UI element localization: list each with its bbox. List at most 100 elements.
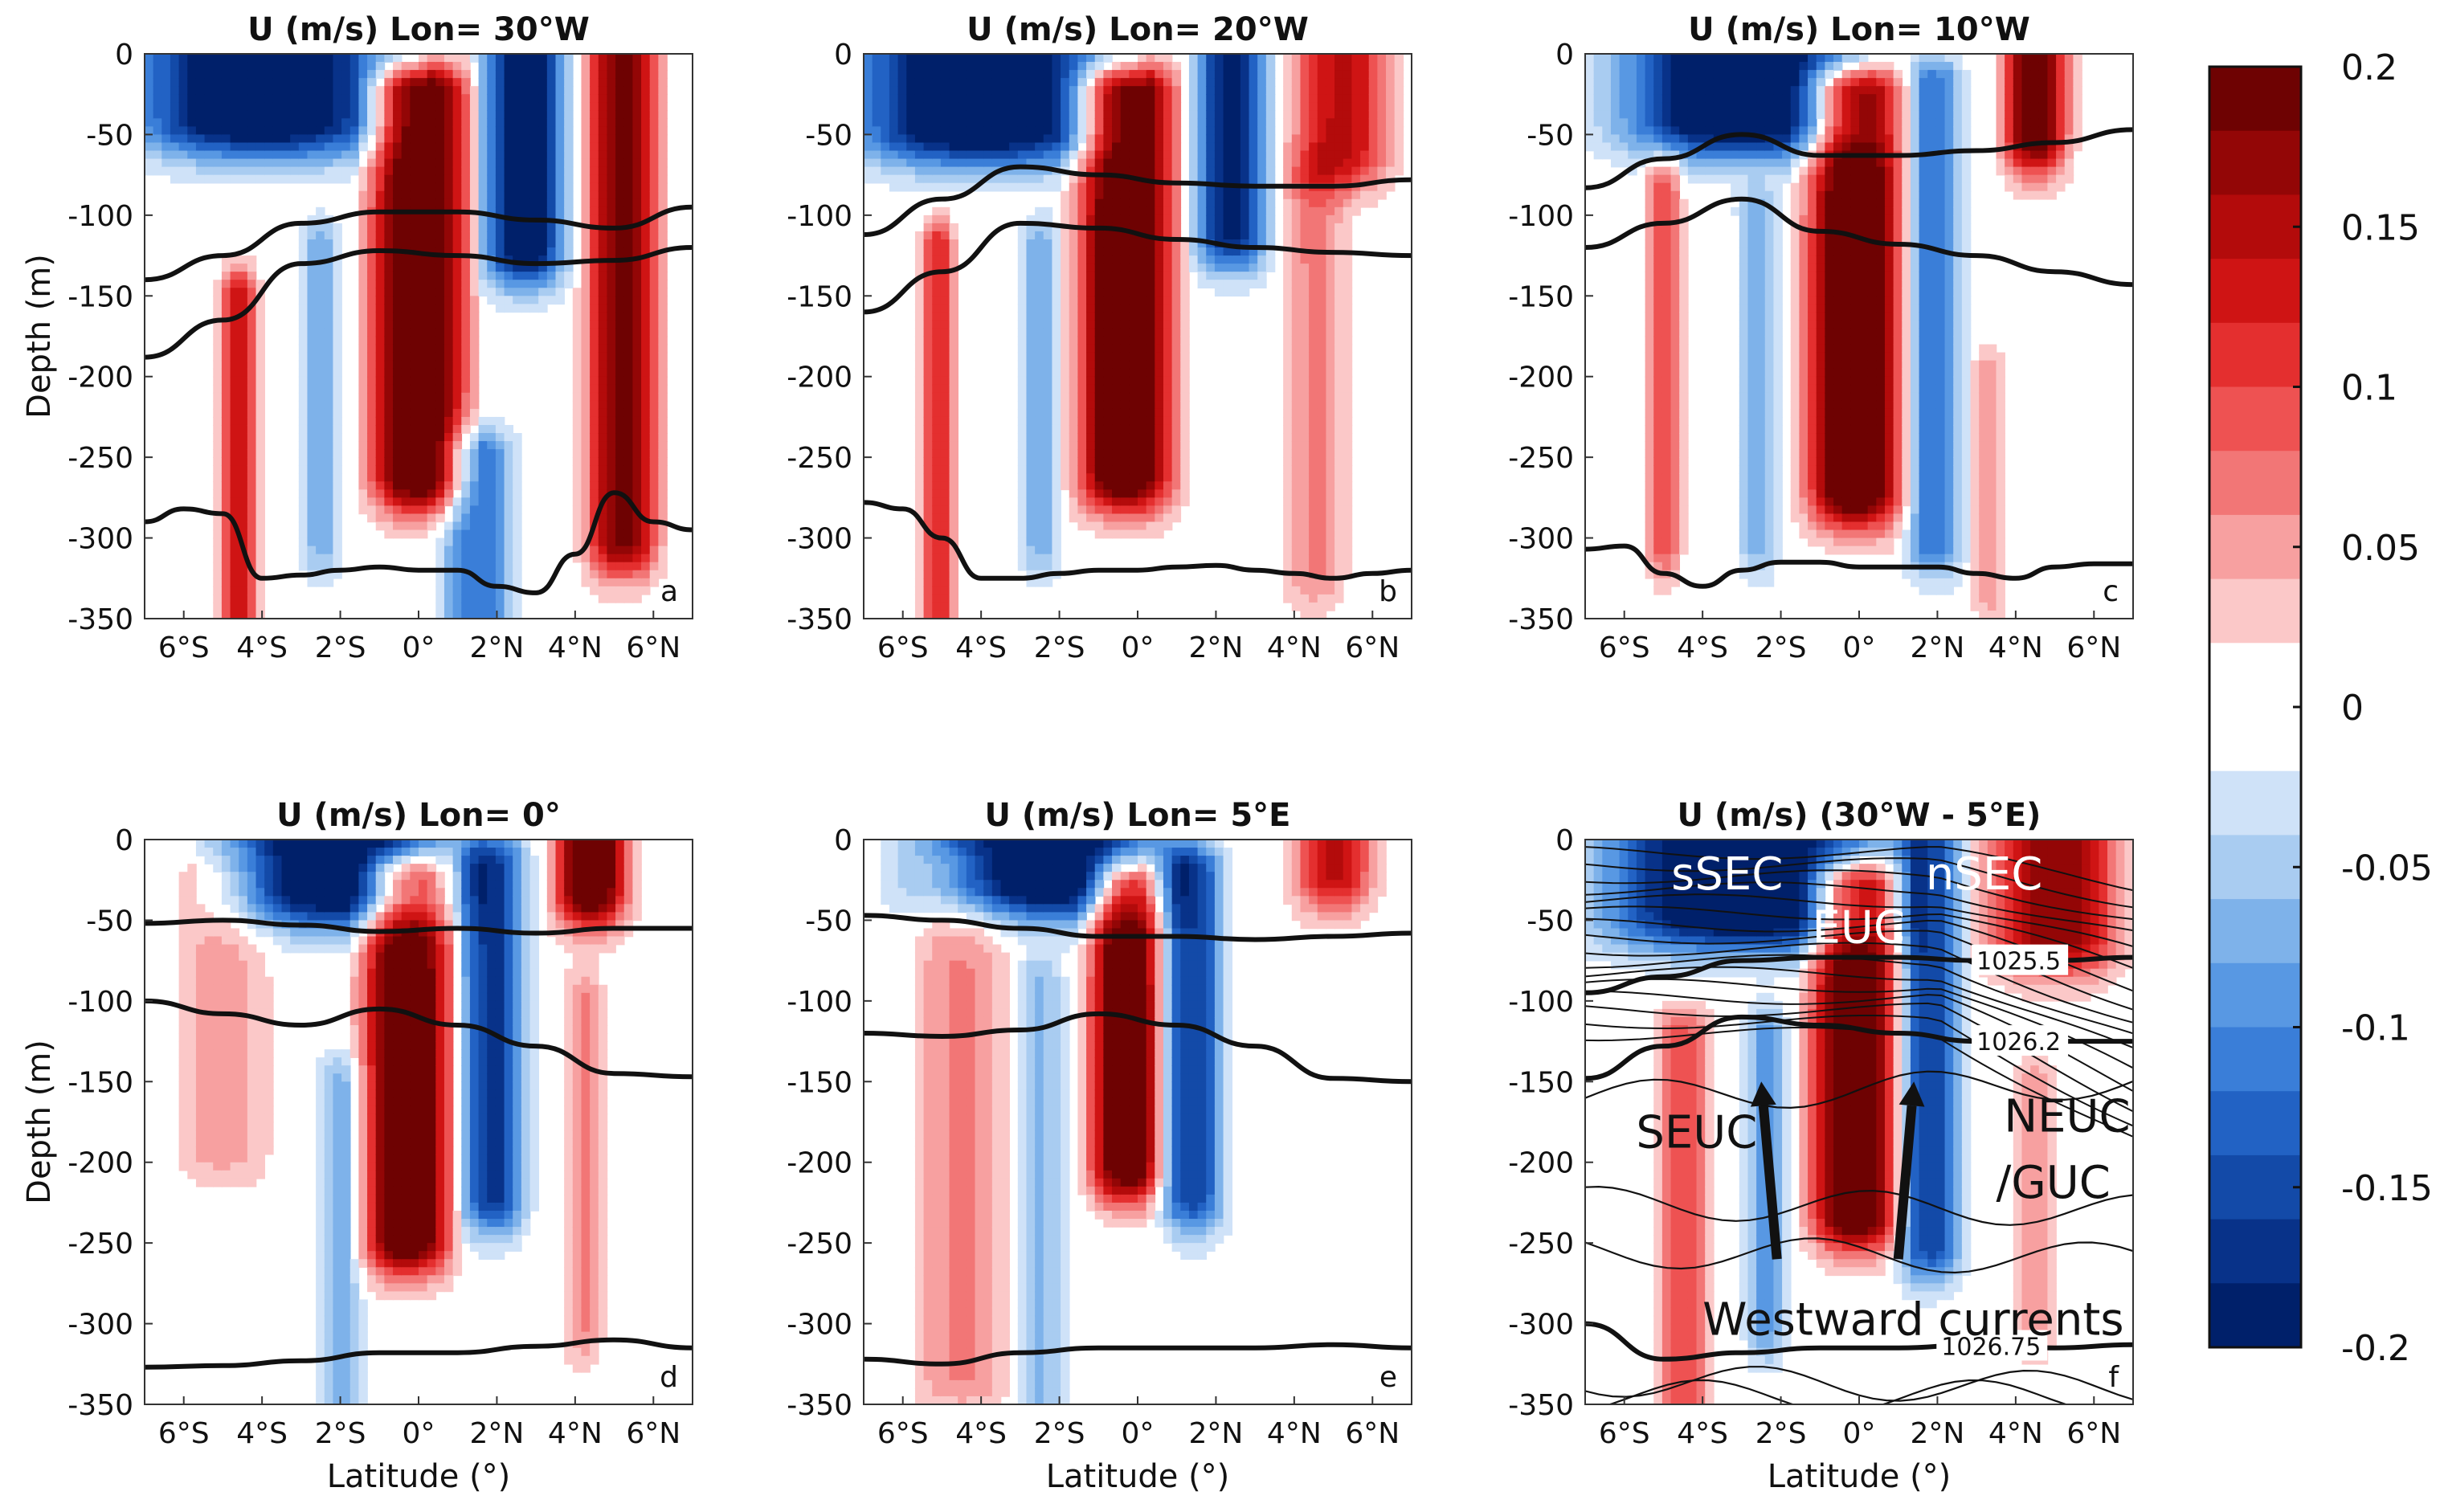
heatmap-cell: [504, 142, 514, 152]
heatmap-cell: [897, 150, 908, 160]
heatmap-cell: [1069, 376, 1079, 386]
heatmap-cell: [213, 457, 223, 466]
heatmap-cell: [324, 296, 334, 305]
heatmap-cell: [221, 312, 231, 321]
heatmap-cell: [966, 126, 976, 136]
heatmap-cell: [958, 78, 967, 87]
heatmap-cell: [307, 449, 317, 458]
heatmap-cell: [1094, 288, 1105, 297]
heatmap-cell: [889, 70, 899, 79]
heatmap-cell: [1035, 239, 1044, 248]
heatmap-cell: [555, 296, 565, 305]
heatmap-cell: [316, 150, 325, 160]
heatmap-cell: [341, 126, 351, 136]
heatmap-cell: [1052, 384, 1061, 394]
heatmap-cell: [1163, 247, 1173, 256]
heatmap-cell: [461, 296, 471, 305]
heatmap-cell: [590, 118, 599, 128]
heatmap-cell: [221, 174, 231, 184]
heatmap-cell: [940, 320, 950, 329]
heatmap-cell: [324, 449, 334, 458]
heatmap-cell: [410, 392, 419, 402]
heatmap-cell: [384, 272, 394, 280]
heatmap-cell: [1017, 247, 1028, 256]
heatmap-cell: [590, 206, 599, 216]
heatmap-cell: [461, 198, 471, 208]
heatmap-cell: [598, 352, 608, 362]
heatmap-cell: [487, 433, 497, 442]
heatmap-cell: [161, 62, 171, 71]
heatmap-cell: [932, 400, 942, 410]
heatmap-cell: [623, 280, 634, 289]
heatmap-cell: [615, 465, 625, 475]
heatmap-cell: [940, 264, 950, 272]
heatmap-cell: [1112, 239, 1122, 248]
heatmap-cell: [1077, 239, 1087, 248]
heatmap-cell: [1197, 70, 1208, 79]
heatmap-cell: [555, 70, 565, 79]
heatmap-cell: [324, 521, 334, 531]
heatmap-cell: [410, 424, 419, 434]
heatmap-cell: [623, 70, 634, 79]
heatmap-cell: [632, 215, 642, 224]
heatmap-cell: [333, 554, 342, 563]
heatmap-cell: [1077, 78, 1087, 87]
heatmap-cell: [658, 110, 668, 120]
heatmap-cell: [1069, 449, 1079, 458]
heatmap-cell: [623, 166, 634, 176]
heatmap-cell: [1035, 150, 1044, 160]
heatmap-cell: [932, 94, 942, 104]
heatmap-cell: [504, 190, 514, 200]
heatmap-cell: [349, 70, 360, 79]
heatmap-cell: [298, 344, 309, 353]
heatmap-cell: [1026, 70, 1036, 79]
heatmap-cell: [1000, 142, 1010, 152]
heatmap-cell: [1171, 150, 1182, 160]
heatmap-a: [145, 54, 668, 619]
heatmap-cell: [658, 102, 668, 112]
heatmap-cell: [487, 158, 497, 168]
heatmap-cell: [1035, 86, 1044, 96]
heatmap-cell: [1120, 384, 1130, 394]
heatmap-cell: [623, 473, 634, 483]
heatmap-cell: [1163, 489, 1173, 499]
heatmap-cell: [897, 86, 908, 96]
heatmap-cell: [932, 206, 942, 216]
heatmap-cell: [932, 594, 942, 603]
heatmap-cell: [572, 288, 582, 297]
heatmap-cell: [1061, 360, 1070, 370]
heatmap-cell: [1171, 441, 1182, 450]
heatmap-cell: [469, 86, 480, 96]
heatmap-cell: [452, 150, 463, 160]
heatmap-cell: [307, 368, 317, 378]
heatmap-cell: [272, 54, 283, 63]
heatmap-cell: [1061, 312, 1070, 321]
heatmap-cell: [1129, 288, 1138, 297]
heatmap-cell: [581, 344, 591, 353]
heatmap-cell: [1138, 182, 1147, 192]
heatmap-cell: [178, 134, 189, 144]
heatmap-cell: [649, 368, 660, 378]
heatmap-cell: [1086, 94, 1096, 104]
heatmap-cell: [1077, 54, 1087, 63]
heatmap-cell: [914, 320, 925, 329]
heatmap-cell: [333, 118, 342, 128]
heatmap-cell: [641, 110, 651, 120]
heatmap-cell: [1138, 158, 1147, 168]
heatmap-cell: [469, 320, 480, 329]
heatmap-cell: [598, 433, 608, 442]
heatmap-cell: [367, 150, 377, 160]
heatmap-cell: [461, 174, 471, 184]
heatmap-cell: [538, 280, 548, 289]
heatmap-cell: [590, 497, 599, 507]
heatmap-cell: [513, 198, 522, 208]
heatmap-cell: [487, 134, 497, 144]
heatmap-cell: [1180, 473, 1190, 483]
heatmap-cell: [1103, 190, 1113, 200]
heatmap-cell: [452, 158, 463, 168]
heatmap-cell: [1197, 231, 1208, 240]
heatmap-cell: [1120, 288, 1130, 297]
heatmap-cell: [1180, 376, 1190, 386]
heatmap-cell: [1112, 441, 1122, 450]
heatmap-cell: [949, 280, 959, 289]
